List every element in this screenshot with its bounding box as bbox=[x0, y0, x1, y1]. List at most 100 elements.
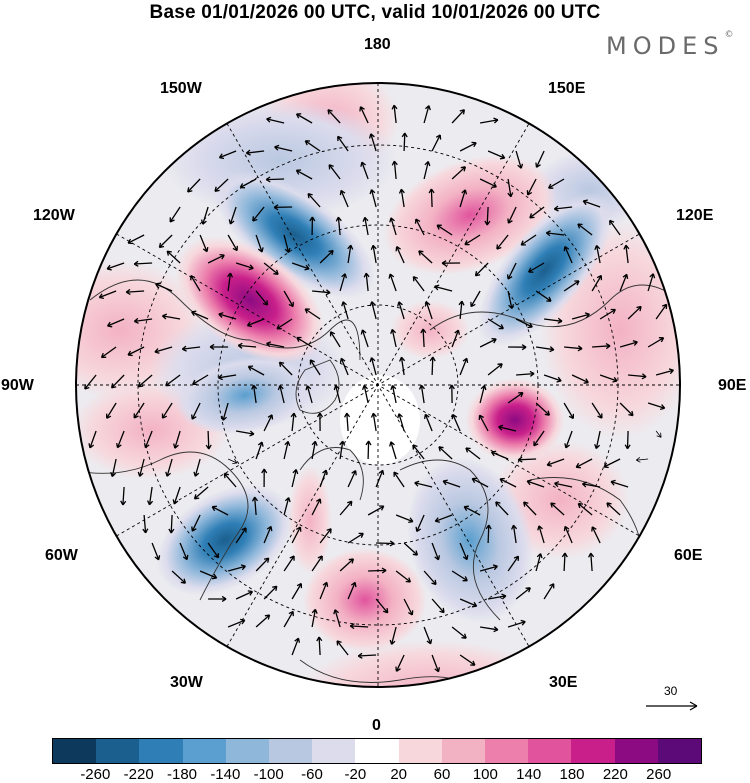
wind-vector bbox=[520, 234, 537, 246]
wind-vector bbox=[166, 250, 181, 264]
wind-vector bbox=[554, 481, 573, 488]
wind-vector bbox=[599, 374, 618, 383]
wind-vector bbox=[344, 412, 351, 432]
wind-vector bbox=[200, 206, 209, 225]
wind-vector bbox=[125, 288, 145, 295]
lon-label-90w: 90W bbox=[1, 377, 34, 394]
wind-vector bbox=[227, 458, 238, 464]
wind-vector bbox=[295, 169, 313, 180]
wind-vector bbox=[362, 216, 369, 236]
wind-vector bbox=[535, 150, 545, 168]
wind-vector bbox=[451, 626, 467, 639]
wind-vector bbox=[263, 262, 279, 275]
wind-vector bbox=[546, 458, 565, 467]
wind-vector bbox=[464, 234, 481, 246]
wind-vector bbox=[564, 430, 573, 449]
wind-vector bbox=[499, 477, 517, 488]
wind-vector bbox=[588, 552, 595, 572]
colorbar-tick-label: 260 bbox=[646, 766, 672, 783]
wind-vector bbox=[496, 234, 509, 250]
wind-vector bbox=[414, 480, 433, 488]
wind-vector bbox=[255, 290, 269, 306]
wind-vector bbox=[312, 289, 331, 296]
colorbar-tick-label: 60 bbox=[433, 766, 451, 783]
colorbar-segment bbox=[269, 739, 313, 763]
wind-vector bbox=[458, 300, 465, 320]
wind-vector bbox=[553, 205, 573, 212]
wind-vector bbox=[291, 469, 299, 488]
wind-vector bbox=[463, 505, 481, 516]
colorbar-segment bbox=[312, 739, 356, 763]
wind-vector bbox=[376, 540, 395, 547]
wind-vector bbox=[511, 524, 518, 544]
wind-vector bbox=[575, 458, 593, 469]
wind-vector bbox=[415, 514, 425, 533]
wind-vector bbox=[311, 608, 318, 628]
wind-vector bbox=[311, 440, 318, 460]
wind-vector bbox=[545, 230, 565, 237]
wind-vector bbox=[273, 204, 293, 211]
wind-vector bbox=[211, 505, 229, 516]
wind-vector bbox=[451, 570, 468, 582]
wind-vector bbox=[459, 654, 476, 666]
wind-vector bbox=[143, 430, 153, 449]
wind-vector bbox=[603, 458, 621, 469]
wind-vector bbox=[190, 275, 201, 292]
wind-vector bbox=[191, 310, 209, 320]
wind-vector bbox=[193, 458, 201, 477]
wind-vector bbox=[548, 178, 565, 189]
wind-vector bbox=[263, 525, 273, 544]
wind-vector bbox=[535, 402, 551, 416]
wind-vector bbox=[459, 542, 469, 561]
wind-vector bbox=[347, 532, 364, 544]
wind-vector bbox=[283, 497, 291, 516]
wind-vector bbox=[304, 140, 321, 152]
map-boundary bbox=[75, 82, 681, 688]
wind-vector bbox=[395, 570, 412, 583]
wind-vector bbox=[369, 357, 377, 376]
wind-vector bbox=[181, 345, 201, 352]
wind-vector bbox=[191, 514, 201, 532]
wind-vector bbox=[420, 328, 427, 348]
copyright-mark: © bbox=[724, 30, 734, 40]
wind-vector bbox=[368, 567, 387, 574]
wind-vector bbox=[623, 244, 630, 264]
wind-vector bbox=[339, 558, 355, 572]
colorbar-segment bbox=[441, 739, 486, 763]
wind-vector bbox=[529, 206, 545, 219]
wind-vector bbox=[327, 109, 341, 124]
wind-vector bbox=[498, 424, 517, 432]
wind-vector bbox=[207, 253, 225, 264]
lon-label-150e: 150E bbox=[548, 80, 586, 97]
wind-vector bbox=[515, 318, 533, 329]
wind-vector bbox=[333, 609, 341, 628]
wind-vector bbox=[434, 284, 453, 292]
wind-vector bbox=[309, 216, 316, 236]
wind-vector bbox=[235, 430, 255, 437]
wind-vector bbox=[398, 188, 405, 208]
wind-vector bbox=[628, 373, 647, 380]
colorbar-segment bbox=[571, 739, 615, 763]
wind-vector bbox=[635, 456, 649, 463]
wind-vector bbox=[251, 496, 259, 516]
wind-vector bbox=[592, 343, 611, 350]
wind-vector bbox=[594, 244, 601, 264]
wind-vector bbox=[431, 654, 441, 673]
wind-vector bbox=[100, 346, 117, 359]
wind-vector bbox=[193, 486, 209, 500]
wind-vector bbox=[360, 329, 369, 348]
wind-vector bbox=[235, 590, 254, 600]
colorbar-tick-label: 180 bbox=[559, 766, 585, 783]
wind-vector bbox=[357, 652, 377, 659]
wind-vector bbox=[423, 570, 437, 586]
colorbar-tick-label: -20 bbox=[344, 766, 367, 783]
wind-vector bbox=[329, 331, 341, 348]
wind-vector bbox=[624, 430, 631, 450]
wind-vector bbox=[319, 581, 329, 600]
wind-vector bbox=[339, 357, 349, 376]
wind-vector bbox=[478, 414, 489, 432]
wind-vector bbox=[209, 343, 229, 350]
wind-vector bbox=[247, 365, 265, 376]
wind-vector bbox=[459, 598, 478, 608]
wind-vector bbox=[127, 346, 145, 357]
